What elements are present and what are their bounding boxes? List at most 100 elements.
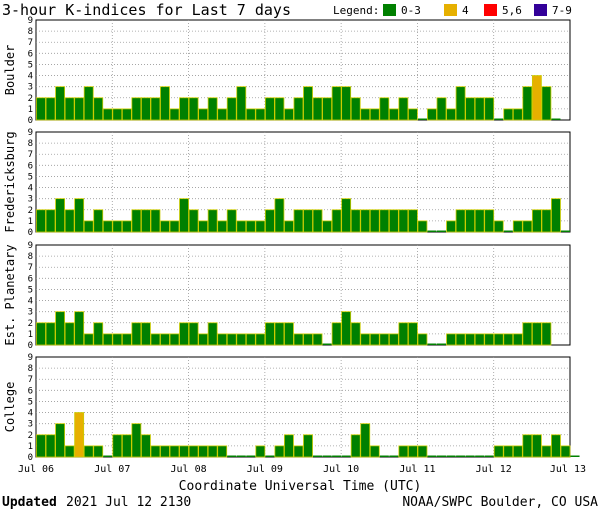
bar xyxy=(350,434,361,458)
bar xyxy=(437,455,447,457)
bar xyxy=(217,333,228,346)
x-tick-label: Jul 13 xyxy=(550,464,586,475)
bar xyxy=(55,311,66,346)
bar xyxy=(236,220,247,233)
bar xyxy=(455,86,466,121)
footer-updated-value: 2021 Jul 12 2130 xyxy=(66,495,191,510)
bar xyxy=(427,343,437,345)
bar xyxy=(331,86,342,121)
bar xyxy=(55,423,66,458)
bar xyxy=(188,209,199,233)
bar xyxy=(551,434,561,458)
y-tick-label: 3 xyxy=(28,83,33,93)
bar xyxy=(427,108,437,121)
bar xyxy=(64,322,75,346)
bar xyxy=(169,445,180,458)
bar xyxy=(112,333,123,346)
bar xyxy=(313,455,323,457)
bar xyxy=(83,220,94,233)
y-tick-label: 3 xyxy=(28,308,33,318)
bar xyxy=(493,220,504,233)
y-tick-label: 1 xyxy=(28,105,33,115)
y-tick-label: 8 xyxy=(28,252,33,262)
bar xyxy=(388,209,399,233)
bar xyxy=(522,86,533,121)
y-tick-label: 6 xyxy=(28,274,33,284)
y-tick-label: 9 xyxy=(28,353,33,363)
y-tick-label: 7 xyxy=(28,150,33,160)
bar xyxy=(407,445,418,458)
bar xyxy=(407,209,418,233)
bar xyxy=(503,230,513,232)
bar xyxy=(265,455,275,457)
bar xyxy=(274,198,285,233)
bar xyxy=(455,209,466,233)
bar xyxy=(322,97,333,121)
bar xyxy=(360,209,371,233)
bar xyxy=(45,434,56,458)
chart-title: 3-hour K-indices for Last 7 days xyxy=(2,1,291,19)
bar xyxy=(541,322,552,346)
y-tick-label: 3 xyxy=(28,420,33,430)
bar xyxy=(437,343,447,345)
bar xyxy=(484,333,495,346)
bar xyxy=(541,209,552,233)
y-tick-label: 1 xyxy=(28,217,33,227)
bar xyxy=(188,322,199,346)
y-tick-label: 7 xyxy=(28,375,33,385)
bar xyxy=(560,230,570,232)
bar xyxy=(341,455,351,457)
legend-item-label: 7-9 xyxy=(552,4,572,17)
bar xyxy=(102,220,113,233)
bar xyxy=(350,322,361,346)
bar xyxy=(131,423,142,458)
bar xyxy=(36,97,46,121)
bar xyxy=(93,322,104,346)
bar xyxy=(293,97,304,121)
bar xyxy=(83,445,94,458)
bar xyxy=(217,108,228,121)
bar xyxy=(465,455,475,457)
bar xyxy=(493,445,504,458)
bar xyxy=(207,445,218,458)
bar xyxy=(522,434,533,458)
bar xyxy=(388,108,399,121)
bar xyxy=(227,455,237,457)
y-tick-label: 5 xyxy=(28,60,33,70)
bar xyxy=(140,97,151,121)
bar xyxy=(341,86,352,121)
bar xyxy=(112,108,123,121)
y-tick-label: 6 xyxy=(28,49,33,59)
bar xyxy=(284,434,294,458)
bar xyxy=(474,333,485,346)
bar xyxy=(140,434,151,458)
bar xyxy=(74,97,85,121)
y-tick-label: 2 xyxy=(28,431,33,441)
bar xyxy=(74,412,85,458)
bar xyxy=(236,86,247,121)
bar xyxy=(522,322,533,346)
bar xyxy=(551,118,561,120)
bar xyxy=(188,445,199,458)
bar xyxy=(226,209,237,233)
bar xyxy=(531,75,542,121)
y-tick-label: 8 xyxy=(28,364,33,374)
bar xyxy=(484,455,494,457)
bar xyxy=(150,97,161,121)
legend-item-label: 5,6 xyxy=(502,4,522,17)
bar xyxy=(255,333,266,346)
bar xyxy=(446,220,456,233)
bar xyxy=(312,209,323,233)
y-tick-label: 0 xyxy=(28,116,33,126)
series-label: College xyxy=(3,382,17,433)
bar xyxy=(284,220,294,233)
bar xyxy=(274,445,285,458)
y-tick-label: 0 xyxy=(28,341,33,351)
bar xyxy=(169,333,180,346)
bar xyxy=(436,97,447,121)
y-tick-label: 6 xyxy=(28,386,33,396)
bar xyxy=(93,445,104,458)
bar xyxy=(74,311,85,346)
legend-label: Legend: xyxy=(333,4,379,17)
